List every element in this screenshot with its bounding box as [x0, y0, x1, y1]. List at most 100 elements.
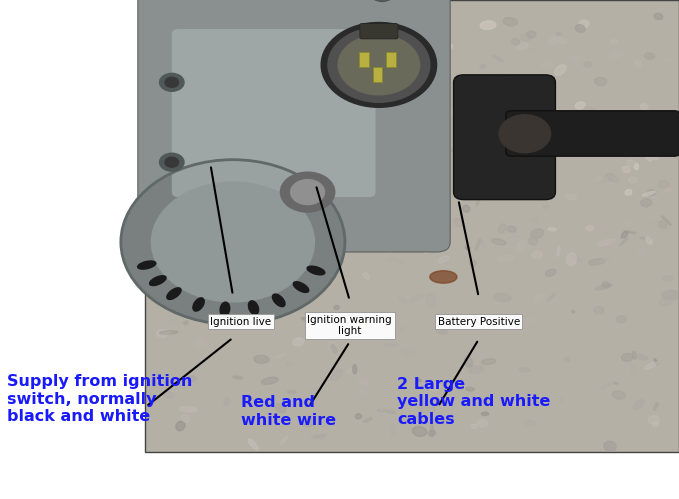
Ellipse shape [183, 87, 193, 93]
Ellipse shape [248, 439, 258, 450]
Bar [373, 67, 382, 82]
Ellipse shape [352, 365, 356, 374]
Ellipse shape [532, 219, 538, 223]
Ellipse shape [194, 76, 204, 83]
Ellipse shape [665, 187, 671, 192]
Ellipse shape [301, 318, 318, 324]
Ellipse shape [198, 182, 206, 189]
Ellipse shape [480, 240, 485, 248]
Ellipse shape [469, 260, 477, 266]
Circle shape [338, 35, 420, 95]
Ellipse shape [422, 244, 429, 252]
Ellipse shape [644, 231, 650, 232]
Ellipse shape [411, 405, 422, 413]
Ellipse shape [454, 116, 466, 124]
Ellipse shape [466, 387, 474, 391]
Ellipse shape [422, 237, 426, 240]
Circle shape [160, 73, 184, 91]
Ellipse shape [360, 320, 367, 326]
Ellipse shape [301, 416, 315, 427]
Ellipse shape [647, 190, 656, 196]
Ellipse shape [548, 228, 556, 231]
Ellipse shape [187, 58, 196, 65]
Ellipse shape [390, 9, 405, 13]
Text: Battery Positive: Battery Positive [437, 317, 520, 327]
Ellipse shape [575, 24, 585, 32]
Ellipse shape [444, 317, 452, 322]
Ellipse shape [577, 132, 587, 138]
Ellipse shape [669, 366, 674, 372]
Ellipse shape [463, 205, 470, 212]
Ellipse shape [503, 17, 517, 26]
Ellipse shape [424, 39, 428, 42]
Circle shape [165, 77, 179, 87]
Ellipse shape [652, 194, 656, 199]
Ellipse shape [330, 11, 333, 12]
Ellipse shape [649, 222, 653, 224]
Ellipse shape [323, 240, 333, 246]
Ellipse shape [515, 395, 524, 399]
Ellipse shape [498, 224, 506, 234]
FancyBboxPatch shape [172, 29, 375, 197]
Ellipse shape [634, 164, 638, 170]
Ellipse shape [607, 174, 619, 182]
Ellipse shape [440, 149, 454, 154]
Ellipse shape [361, 111, 369, 118]
Ellipse shape [147, 52, 155, 56]
Ellipse shape [555, 65, 566, 75]
Ellipse shape [428, 430, 436, 436]
Ellipse shape [570, 55, 581, 62]
Text: Red and
white wire: Red and white wire [241, 396, 336, 428]
Ellipse shape [479, 353, 485, 359]
Ellipse shape [663, 276, 672, 281]
Ellipse shape [233, 132, 238, 136]
Ellipse shape [515, 286, 519, 288]
Ellipse shape [225, 91, 231, 94]
Ellipse shape [188, 376, 196, 381]
Ellipse shape [245, 419, 257, 424]
Ellipse shape [532, 251, 543, 258]
Ellipse shape [293, 168, 305, 179]
Ellipse shape [359, 379, 369, 385]
Ellipse shape [476, 239, 481, 250]
Ellipse shape [313, 274, 320, 280]
Ellipse shape [547, 293, 555, 301]
Ellipse shape [203, 296, 216, 300]
Ellipse shape [149, 391, 158, 399]
Ellipse shape [327, 177, 333, 181]
Ellipse shape [572, 310, 574, 313]
Ellipse shape [254, 355, 269, 363]
Ellipse shape [153, 87, 159, 91]
Ellipse shape [454, 218, 464, 227]
Ellipse shape [410, 294, 424, 302]
Ellipse shape [621, 231, 628, 238]
Ellipse shape [647, 149, 656, 155]
Ellipse shape [653, 156, 659, 160]
Ellipse shape [223, 208, 232, 216]
Ellipse shape [520, 34, 531, 41]
Ellipse shape [185, 203, 195, 212]
Ellipse shape [531, 229, 544, 239]
Ellipse shape [529, 238, 538, 245]
Ellipse shape [224, 399, 230, 406]
Ellipse shape [602, 173, 614, 183]
Ellipse shape [371, 209, 381, 218]
Ellipse shape [267, 195, 276, 205]
Ellipse shape [439, 256, 449, 263]
Ellipse shape [513, 159, 520, 164]
Ellipse shape [634, 400, 644, 409]
Bar [359, 52, 369, 67]
Ellipse shape [436, 218, 439, 222]
Ellipse shape [261, 377, 278, 384]
Ellipse shape [581, 232, 585, 238]
Ellipse shape [602, 282, 610, 287]
Ellipse shape [164, 392, 174, 398]
Ellipse shape [629, 177, 637, 183]
Text: Supply from ignition
switch, normally
black and white: Supply from ignition switch, normally bl… [7, 374, 192, 424]
Ellipse shape [584, 61, 591, 67]
Ellipse shape [562, 124, 571, 131]
Ellipse shape [156, 329, 168, 337]
Ellipse shape [160, 331, 178, 334]
Ellipse shape [517, 241, 526, 251]
Circle shape [291, 180, 325, 205]
